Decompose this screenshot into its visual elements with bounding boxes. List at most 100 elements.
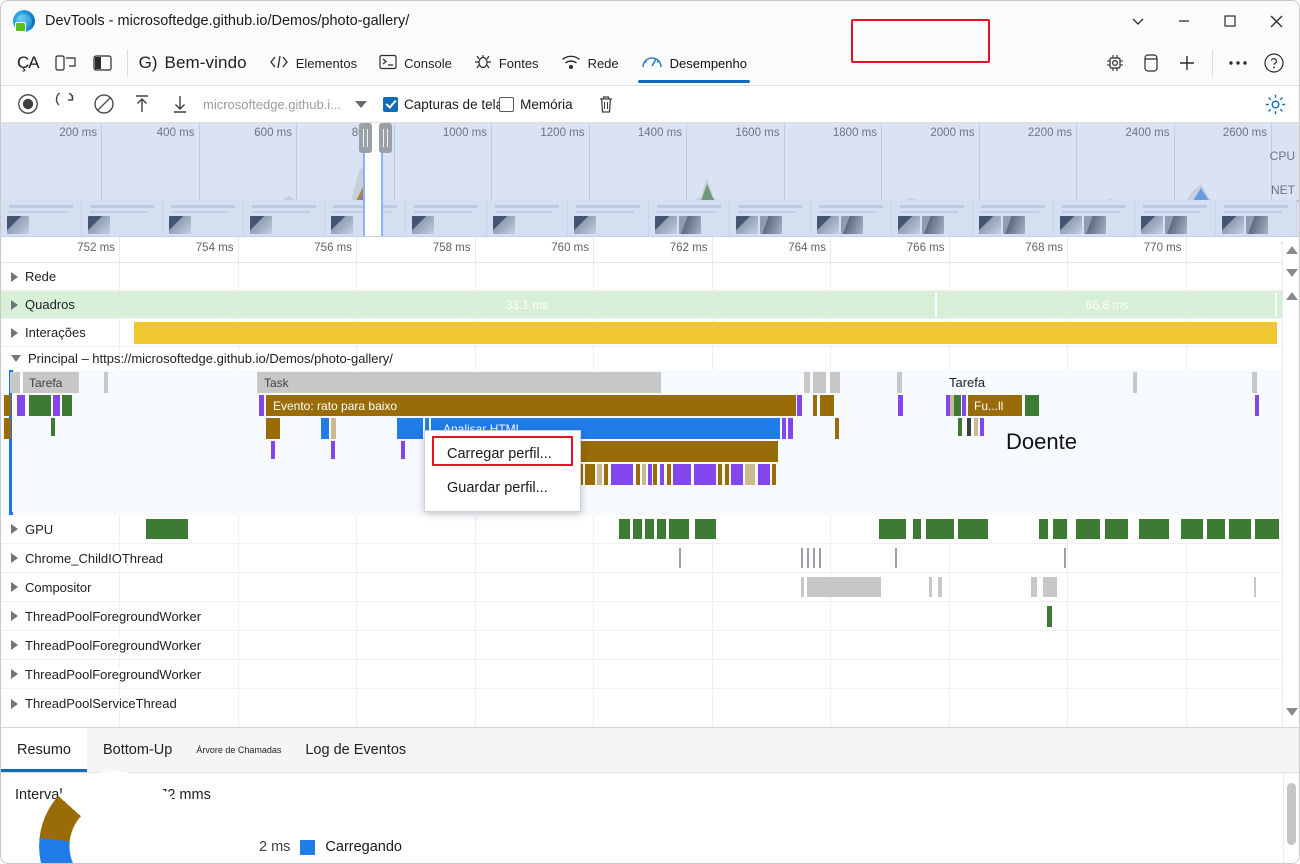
flame-bar-d1-m[interactable] <box>954 395 961 416</box>
track-row-interacoes[interactable]: Interações <box>1 319 1299 347</box>
flame-bar-d3-a[interactable] <box>271 441 275 459</box>
flame-bar-d4-m[interactable] <box>667 464 671 485</box>
flame-bar-d1-o[interactable] <box>1025 395 1039 416</box>
flame-bar-task-edge[interactable] <box>10 372 20 393</box>
flame-bar-d2-j[interactable] <box>835 418 839 439</box>
track-header-chrome-childiothread[interactable]: Chrome_ChildIOThread <box>1 550 164 566</box>
track-header-quadros[interactable]: Quadros <box>1 297 75 312</box>
help-icon[interactable] <box>1257 41 1291 86</box>
filmstrip-frame[interactable] <box>1 200 82 236</box>
flame-bar-d1-g[interactable] <box>797 395 802 416</box>
track-row-gpu[interactable]: GPU <box>1 515 1299 544</box>
activity-bar[interactable] <box>633 519 642 539</box>
activity-bar[interactable] <box>1255 519 1279 539</box>
settings-gear-icon[interactable] <box>1264 93 1287 121</box>
flame-bar-task-tick-3[interactable] <box>813 372 826 393</box>
tab-fontes[interactable]: Fontes <box>463 41 550 85</box>
activity-bar[interactable] <box>1043 577 1057 597</box>
add-tab-icon[interactable] <box>1170 41 1204 86</box>
scroll-up-arrow-2-icon[interactable] <box>1286 292 1298 300</box>
save-profile-button[interactable] <box>161 86 199 123</box>
overview-selection-handle-right[interactable] <box>379 123 392 153</box>
flame-bar-d4-d[interactable] <box>585 464 595 485</box>
flame-bar-d1-b[interactable] <box>17 395 25 416</box>
track-row-compositor[interactable]: Compositor <box>1 573 1299 602</box>
flame-bar-d2-e[interactable] <box>331 418 336 439</box>
chevron-right-icon[interactable] <box>11 640 18 650</box>
activity-bar[interactable] <box>1105 519 1128 539</box>
flame-bar-d1-a[interactable] <box>4 395 11 416</box>
activity-bar[interactable] <box>1181 519 1203 539</box>
flame-bar-d2-b[interactable] <box>51 418 55 436</box>
chevron-right-icon[interactable] <box>11 327 18 338</box>
flame-bar-d4-q[interactable] <box>725 464 729 485</box>
tab-log-de-eventos[interactable]: Log de Eventos <box>305 742 407 758</box>
inspect-element-icon[interactable]: ÇA <box>17 53 40 73</box>
activity-bar[interactable] <box>895 548 897 568</box>
activity-bar[interactable] <box>1064 548 1066 568</box>
flame-bar-d2-k[interactable] <box>958 418 962 436</box>
activity-bar[interactable] <box>929 577 932 597</box>
flame-bar-d4-k[interactable] <box>653 464 657 485</box>
context-menu-item-guardar-perfil[interactable]: Guardar perfil... <box>447 480 548 496</box>
activity-bar[interactable] <box>1053 519 1067 539</box>
flame-bar-d2-c[interactable] <box>266 418 280 439</box>
flame-bar-d4-g[interactable] <box>611 464 633 485</box>
flame-bar-task-tick-5[interactable] <box>897 372 902 393</box>
flame-bar-d1-h[interactable] <box>813 395 817 416</box>
track-row-threadpoolforegroundworker-2[interactable]: ThreadPoolForegroundWorker <box>1 631 1299 660</box>
maximize-icon[interactable] <box>1207 1 1253 41</box>
flame-bar-task-tick-7[interactable] <box>1252 372 1257 393</box>
activity-bar[interactable] <box>958 519 988 539</box>
details-scrollbar[interactable] <box>1283 773 1299 863</box>
clear-button[interactable] <box>85 86 123 123</box>
track-row-threadpoolservicethread[interactable]: ThreadPoolServiceThread <box>1 689 1299 718</box>
chevron-right-icon[interactable] <box>11 299 18 310</box>
filmstrip-frame[interactable] <box>406 200 487 236</box>
activity-bar[interactable] <box>669 519 689 539</box>
track-row-chrome-childiothread[interactable]: Chrome_ChildIOThread <box>1 544 1299 573</box>
tab-elementos[interactable]: Elementos <box>258 41 368 85</box>
window-more-chevron-down-icon[interactable] <box>1115 1 1161 41</box>
tab-resumo[interactable]: Resumo <box>1 728 87 772</box>
record-button[interactable] <box>9 86 47 123</box>
flame-bar-d4-r[interactable] <box>731 464 743 485</box>
tab-bem-vindo[interactable]: G) Bem-vindo <box>128 41 258 85</box>
flame-bar-d1-j[interactable] <box>898 395 903 416</box>
flame-bar-d1-k[interactable] <box>946 395 950 416</box>
track-row-threadpoolforegroundworker-1[interactable]: ThreadPoolForegroundWorker <box>1 602 1299 631</box>
activity-bar[interactable] <box>695 519 716 539</box>
tab-bottom-up[interactable]: Bottom-Up <box>103 742 173 758</box>
frame-bar-1[interactable]: 33.1 ms <box>119 293 937 317</box>
flame-bar-d2-n[interactable] <box>980 418 984 436</box>
track-header-threadpoolforegroundworker-3[interactable]: ThreadPoolForegroundWorker <box>1 666 202 682</box>
close-icon[interactable] <box>1253 1 1299 41</box>
activity-bar[interactable] <box>938 577 942 597</box>
flame-bar-d4-n[interactable] <box>673 464 691 485</box>
flame-bar-d2-f[interactable] <box>397 418 423 439</box>
chevron-right-icon[interactable] <box>11 611 18 621</box>
flame-bar-d4-i[interactable] <box>642 464 646 485</box>
flame-bar-d4-s[interactable] <box>745 464 755 485</box>
frame-bar-2[interactable]: 66.8 ms <box>939 293 1277 317</box>
filmstrip-frame[interactable] <box>82 200 163 236</box>
track-row-principal[interactable]: Principal – https://microsoftedge.github… <box>1 347 1299 370</box>
summary-legend-row[interactable]: 2 ms Carregando <box>259 839 402 855</box>
track-header-threadpoolservicethread[interactable]: ThreadPoolServiceThread <box>1 696 177 711</box>
memory-checkbox-row[interactable]: Memória <box>499 96 573 112</box>
more-options-icon[interactable] <box>1221 41 1255 86</box>
flame-bar-d1-d[interactable] <box>53 395 60 416</box>
minimize-icon[interactable] <box>1161 1 1207 41</box>
track-header-threadpoolforegroundworker-2[interactable]: ThreadPoolForegroundWorker <box>1 637 202 653</box>
filmstrip-frame[interactable] <box>568 200 649 236</box>
activity-bar[interactable] <box>926 519 954 539</box>
flame-bar-d2-m[interactable] <box>974 418 978 436</box>
flame-bar-task-tick-4[interactable] <box>830 372 840 393</box>
track-header-threadpoolforegroundworker-1[interactable]: ThreadPoolForegroundWorker <box>1 608 202 624</box>
scroll-up-arrow-icon[interactable] <box>1286 246 1298 254</box>
activity-bar[interactable] <box>1139 519 1169 539</box>
track-header-compositor[interactable]: Compositor <box>1 579 92 595</box>
activity-bar[interactable] <box>1031 577 1037 597</box>
flame-bar-d1-c[interactable] <box>29 395 51 416</box>
overview-selection-handle-left[interactable] <box>359 123 372 153</box>
